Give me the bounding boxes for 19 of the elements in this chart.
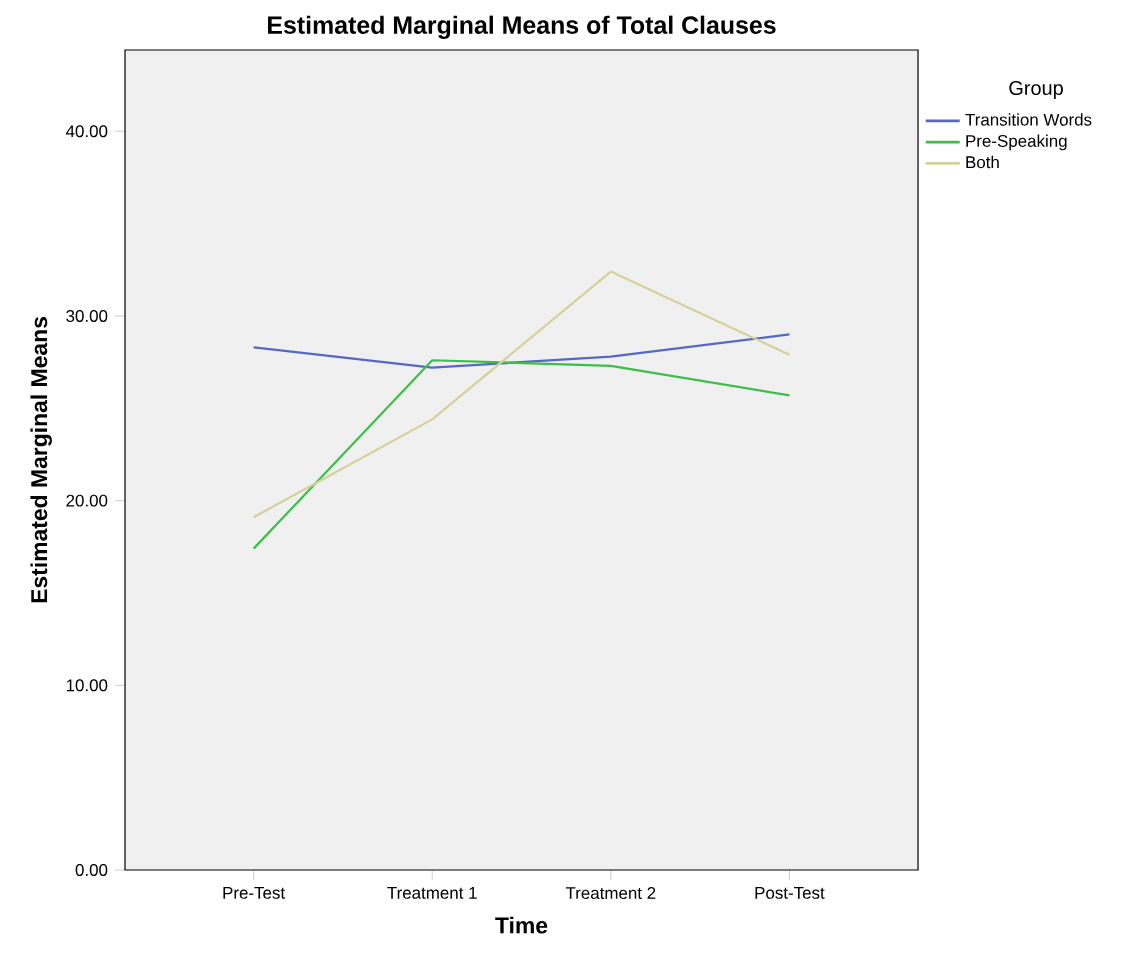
y-tick-label: 40.00: [65, 125, 108, 138]
y-tick-label: 0.00: [75, 864, 108, 876]
line-series: [252, 333, 791, 369]
y-tick-label: 30.00: [66, 309, 108, 322]
line-series: [252, 359, 791, 550]
x-tick-label: Post-Test: [755, 887, 825, 899]
x-tick-label: Treatment 2: [565, 887, 656, 900]
y-tick-label: 20.00: [66, 494, 108, 507]
chart-title: Estimated Marginal Means of Total Clauses: [268, 15, 776, 39]
line-series: [252, 270, 791, 519]
legend-title: Group: [1009, 80, 1063, 99]
x-tick-label: Pre-Test: [223, 887, 286, 899]
x-axis-title: Time: [495, 916, 548, 934]
x-tick-label: Treatment 1: [387, 887, 477, 899]
legend-label: Pre-Speaking: [966, 134, 1067, 151]
legend-label: Both: [966, 155, 999, 169]
legend-label: Transition Words: [965, 113, 1092, 126]
y-axis-title: Estimated Marginal Means: [30, 317, 52, 603]
y-tick-label: 10.00: [66, 679, 108, 692]
